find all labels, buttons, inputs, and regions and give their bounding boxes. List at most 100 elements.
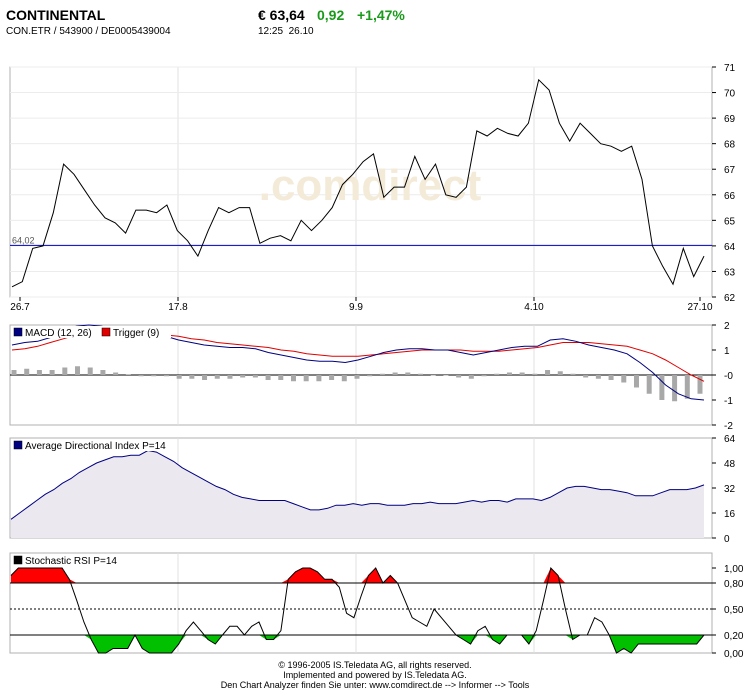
price-change-percent: +1,47% — [357, 7, 405, 23]
price-xtick-label: 9.9 — [349, 302, 363, 313]
macd-histogram-bar — [24, 368, 30, 375]
macd-histogram-bar — [202, 375, 208, 380]
macd-histogram-bar — [494, 373, 500, 375]
price-series-line — [11, 78, 705, 288]
quote-date-value: 26.10 — [288, 26, 314, 37]
macd-histogram-bar — [506, 372, 512, 375]
price-axis-ytick-label: 62 — [724, 293, 736, 304]
macd-histogram-bar — [113, 372, 119, 375]
macd-histogram-bar — [138, 375, 144, 377]
stock-price: € 63,64 — [258, 7, 305, 23]
macd-histogram-bar — [62, 367, 68, 375]
macd-histogram-bar — [176, 375, 182, 379]
footer-implemented: Implemented and powered by IS.Teledata A… — [283, 670, 467, 680]
stoch-series-line — [10, 566, 705, 654]
macd-histogram-bar — [214, 375, 220, 379]
macd-histogram-bar — [290, 375, 296, 382]
adx-axis-ytick-label: 32 — [724, 484, 736, 495]
macd-histogram-bar — [252, 375, 258, 378]
macd-histogram-bar — [468, 375, 474, 379]
price-axis-ytick-label: 68 — [724, 140, 736, 151]
price-axis-ytick-label: 66 — [724, 191, 736, 202]
footer-info: Den Chart Analyzer finden Sie unter: www… — [220, 680, 530, 690]
macd-histogram-bar — [240, 375, 246, 378]
macd-histogram-bar — [265, 375, 271, 380]
adx-legend-swatch — [13, 440, 23, 450]
quote-time-value: 12:25 — [258, 26, 284, 37]
macd-histogram-bar — [379, 373, 385, 375]
macd-histogram-bar — [189, 375, 195, 379]
macd-histogram-bar — [329, 375, 335, 380]
oversold-fill — [11, 635, 704, 653]
macd-histogram-bar — [316, 375, 322, 382]
adx-legend-bg — [11, 439, 177, 451]
macd-histogram-bar — [430, 375, 436, 376]
price-axis-ytick-label: 70 — [724, 89, 736, 100]
trigger-legend-label: Trigger (9) — [113, 328, 159, 339]
adx-axis-ytick-label: 48 — [724, 459, 736, 470]
stoch-axis-ytick-label: 0,80 — [724, 579, 744, 590]
macd-histogram-bar — [125, 374, 131, 375]
chart-analyzer: .comdirect 62 63 64 65 66 67 68 69 70 71 64,02 26.7 1… — [9, 63, 744, 660]
stoch-legend-swatch — [13, 555, 23, 565]
macd-axis-ytick-label: -0 — [724, 371, 733, 382]
macd-histogram-bar — [595, 375, 601, 379]
macd-axis-ytick-label: -2 — [724, 421, 733, 432]
macd-histogram-bar — [621, 375, 627, 383]
macd-histogram-bar — [392, 372, 398, 375]
reference-line-label: 64,02 — [12, 235, 35, 245]
macd-histogram-bar — [519, 372, 525, 375]
footer-copyright: © 1996-2005 IS.Teledata AG, all rights r… — [278, 660, 472, 670]
adx-legend-label: Average Directional Index P=14 — [25, 441, 166, 452]
macd-histogram-bar — [672, 375, 678, 402]
price-change: 0,92 — [317, 7, 345, 23]
macd-axis-ytick-label: -1 — [724, 396, 733, 407]
price-xtick-label: 27.10 — [687, 302, 712, 313]
macd-histogram-bar — [418, 373, 424, 375]
watermark-logo: .comdirect — [259, 161, 482, 210]
macd-histogram-bar — [646, 375, 652, 394]
macd-histogram-bar — [405, 372, 411, 375]
macd-histogram-bar — [49, 370, 55, 375]
macd-histogram-bar — [684, 375, 690, 399]
macd-histogram-bar — [659, 375, 665, 400]
macd-histogram-bar — [367, 375, 373, 377]
macd-histogram-bar — [278, 375, 284, 380]
macd-histogram-bar — [570, 373, 576, 375]
adx-axis-ytick-label: 64 — [724, 434, 736, 445]
macd-legend-label: MACD (12, 26) — [25, 328, 92, 339]
stoch-axis-ytick-label: 0,20 — [724, 631, 744, 642]
trigger-legend-swatch — [101, 327, 111, 337]
adx-axis-ytick-label: 0 — [724, 534, 730, 545]
price-axis-ytick-label: 65 — [724, 216, 736, 227]
macd-legend-bg — [11, 326, 171, 338]
price-axis-ytick-label: 63 — [724, 267, 736, 278]
macd-histogram-bar — [583, 375, 589, 378]
macd-histogram-bar — [163, 375, 169, 377]
price-axis-ytick-label: 71 — [724, 63, 736, 74]
stock-name: CONTINENTAL — [6, 7, 106, 23]
macd-histogram-bar — [303, 375, 309, 382]
price-xtick-label: 17.8 — [168, 302, 188, 313]
macd-histogram-bar — [227, 375, 233, 379]
macd-histogram-bar — [557, 371, 563, 375]
stoch-legend-bg — [11, 554, 139, 566]
macd-histogram-bar — [100, 370, 106, 375]
price-panel-frame — [9, 66, 713, 298]
macd-histogram-bar — [545, 370, 551, 375]
adx-series-line — [10, 449, 705, 520]
stock-identifiers: CON.ETR / 543900 / DE0005439004 — [6, 26, 171, 37]
macd-histogram-bar — [456, 375, 462, 378]
price-axis-ytick-label: 69 — [724, 114, 736, 125]
adx-axis-ytick-label: 16 — [724, 509, 736, 520]
macd-axis-ytick-label: 1 — [724, 346, 730, 357]
macd-histogram-bar — [354, 375, 360, 379]
stoch-axis-ytick-label: 1,00 — [724, 564, 744, 575]
macd-histogram-bar — [75, 366, 81, 375]
price-axis-ytick-label: 64 — [724, 242, 736, 253]
macd-histogram-bar — [11, 370, 17, 375]
macd-histogram-bar — [151, 375, 157, 377]
price-axis-ytick-label: 67 — [724, 165, 736, 176]
macd-histogram-bar — [532, 373, 538, 375]
stoch-legend-label: Stochastic RSI P=14 — [25, 556, 117, 567]
